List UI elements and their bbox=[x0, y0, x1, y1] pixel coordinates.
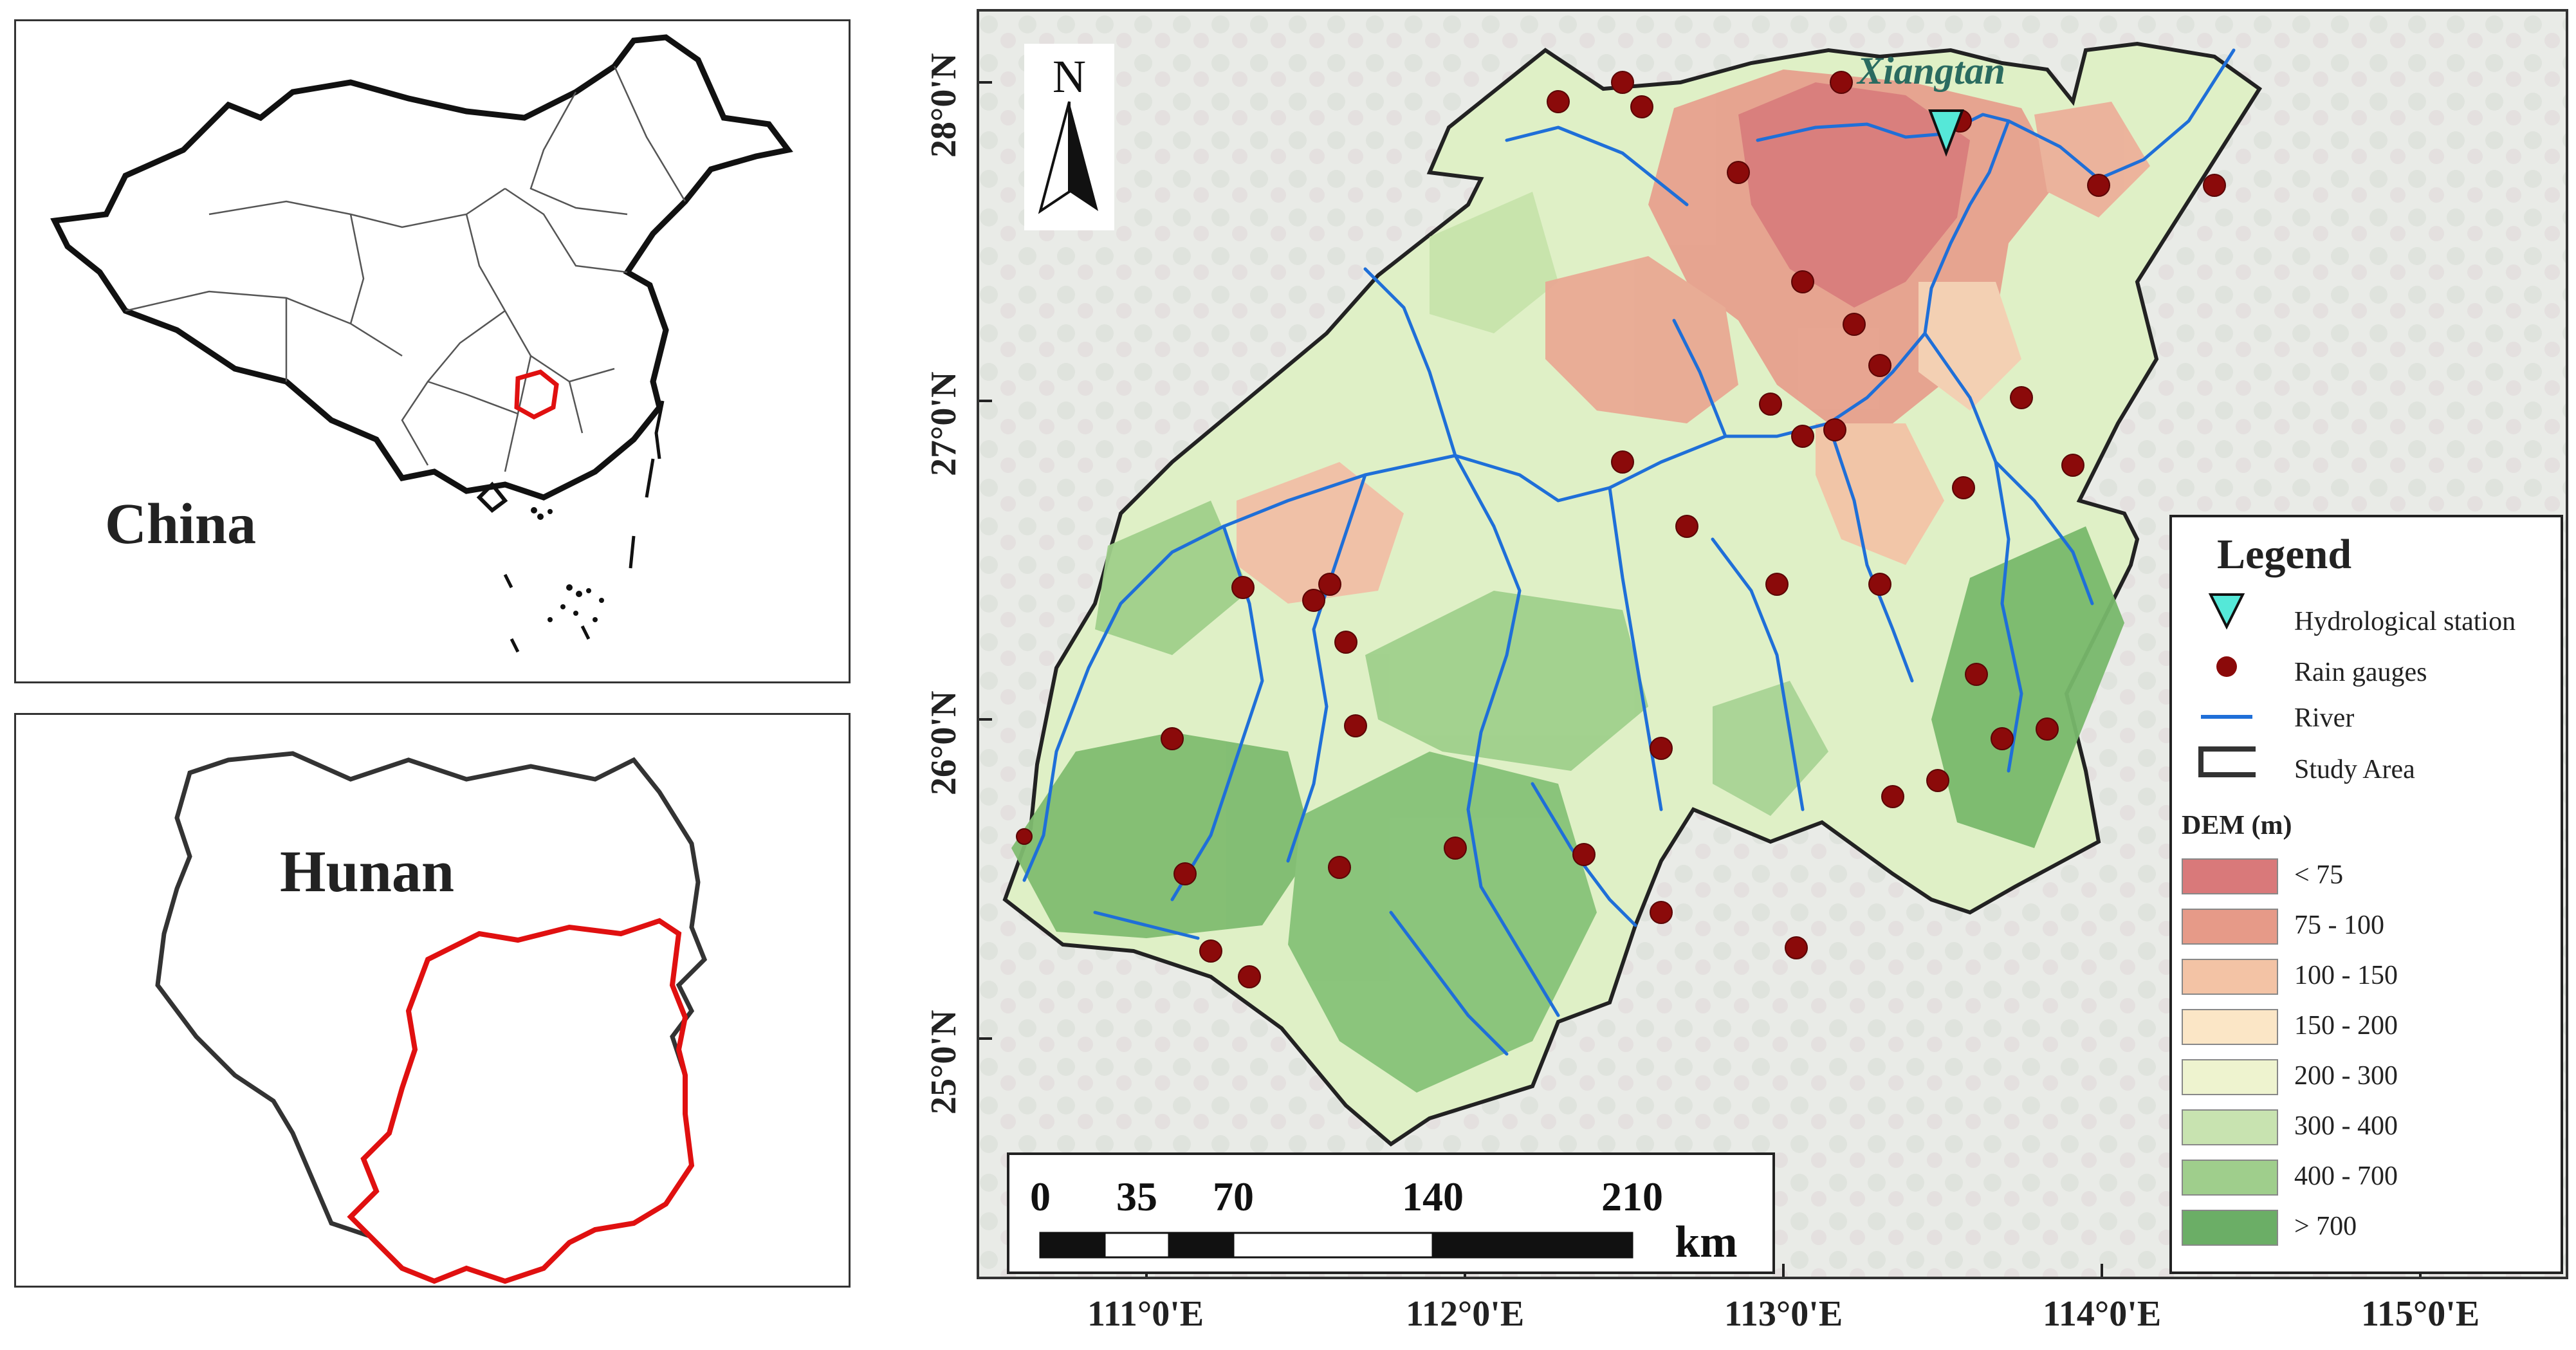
legend-icons bbox=[2198, 593, 2256, 777]
main-map-frame: Xiangtan N 0 35 70 bbox=[977, 9, 2568, 1279]
scale-label-140: 140 bbox=[1402, 1174, 1464, 1219]
river-network bbox=[1022, 48, 2236, 1056]
dem-class-4-label: 200 - 300 bbox=[2294, 1061, 2398, 1091]
hydrological-station-marker bbox=[1928, 109, 1964, 157]
lat-ticks bbox=[979, 81, 992, 1040]
china-outline-map bbox=[50, 34, 793, 653]
dem-class-5-label: 300 - 400 bbox=[2294, 1111, 2398, 1141]
scale-bar bbox=[1039, 1232, 1633, 1259]
dem-class-0-label: < 75 bbox=[2294, 860, 2344, 890]
legend-item-study-area: Study Area bbox=[2294, 755, 2415, 784]
lat-label-26: 26°0'N bbox=[924, 690, 964, 795]
dem-class-1-swatch bbox=[2182, 909, 2278, 945]
dem-class-7-swatch bbox=[2182, 1210, 2278, 1246]
legend-item-gauges: Rain gauges bbox=[2294, 658, 2427, 687]
china-label: China bbox=[105, 492, 257, 556]
lon-label-114: 114°0'E bbox=[2043, 1294, 2162, 1334]
lon-label-112: 112°0'E bbox=[1406, 1294, 1525, 1334]
dem-green-zones bbox=[1011, 192, 2124, 1093]
dem-class-7-label: > 700 bbox=[2294, 1212, 2357, 1241]
china-inset-panel: China bbox=[14, 19, 851, 683]
legend-item-station: Hydrological station bbox=[2294, 607, 2516, 636]
lon-label-111: 111°0'E bbox=[1087, 1294, 1204, 1334]
hunan-inset-panel: Hunan bbox=[14, 713, 851, 1288]
lat-label-25: 25°0'N bbox=[924, 1010, 964, 1114]
scale-label-210: 210 bbox=[1601, 1174, 1663, 1219]
dem-red-zones bbox=[1237, 69, 2150, 604]
hunan-boundary bbox=[155, 751, 708, 1284]
dem-class-1-label: 75 - 100 bbox=[2294, 911, 2384, 940]
scale-label-70: 70 bbox=[1213, 1174, 1254, 1219]
dem-class-2-label: 100 - 150 bbox=[2294, 961, 2398, 990]
lon-label-115: 115°0'E bbox=[2361, 1294, 2480, 1334]
dem-class-3-swatch bbox=[2182, 1009, 2278, 1045]
box-icon bbox=[2198, 746, 2256, 777]
dem-class-6-label: 400 - 700 bbox=[2294, 1161, 2398, 1191]
south-china-sea-islands bbox=[503, 400, 665, 653]
island-dots bbox=[531, 507, 604, 622]
legend-item-river: River bbox=[2294, 703, 2355, 733]
hunan-outline-map bbox=[155, 751, 708, 1284]
dem-title: DEM (m) bbox=[2182, 811, 2292, 840]
north-label: N bbox=[1053, 51, 1086, 102]
lon-label-113: 113°0'E bbox=[1724, 1294, 1843, 1334]
dem-class-3-label: 150 - 200 bbox=[2294, 1011, 2398, 1040]
hainan-island bbox=[476, 481, 508, 513]
study-area-boundary bbox=[347, 918, 695, 1284]
north-arrow-icon: N bbox=[1038, 51, 1098, 214]
dem-class-5-swatch bbox=[2182, 1109, 2278, 1145]
dot-icon bbox=[2216, 656, 2237, 677]
scale-label-35: 35 bbox=[1116, 1174, 1157, 1219]
lat-label-28: 28°0'N bbox=[924, 53, 964, 158]
hunan-label: Hunan bbox=[280, 838, 455, 904]
dem-class-2-swatch bbox=[2182, 959, 2278, 995]
scale-bar-labels: 0 35 70 140 210 km bbox=[1030, 1174, 1738, 1267]
legend-panel: Legend Hydrological station Rain gauges … bbox=[2169, 515, 2563, 1274]
hunan-highlight bbox=[514, 369, 559, 420]
lat-label-27: 27°0'N bbox=[924, 371, 964, 476]
station-name-label: Xiangtan bbox=[1856, 50, 2005, 92]
scale-label-0: 0 bbox=[1030, 1174, 1051, 1219]
dem-class-6-swatch bbox=[2182, 1160, 2278, 1196]
scale-unit: km bbox=[1675, 1217, 1737, 1267]
dem-class-4-swatch bbox=[2182, 1059, 2278, 1095]
china-boundary bbox=[50, 34, 793, 501]
triangle-icon bbox=[2208, 593, 2245, 630]
dem-class-0-swatch bbox=[2182, 858, 2278, 894]
legend-title: Legend bbox=[2217, 531, 2352, 578]
